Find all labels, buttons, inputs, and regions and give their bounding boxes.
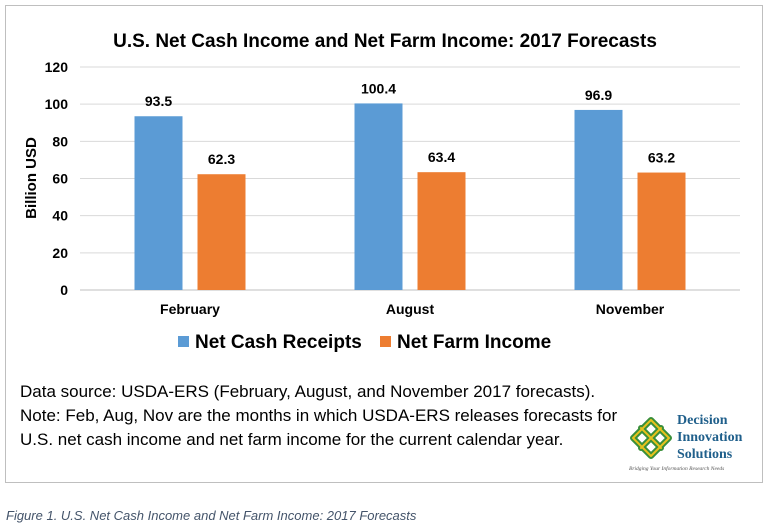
- y-tick-label: 0: [60, 282, 68, 298]
- logo-knot-icon: [630, 417, 672, 459]
- y-tick-label: 20: [52, 245, 68, 261]
- data-label: 63.2: [648, 150, 675, 166]
- logo-wordmark: Decision Innovation Solutions: [677, 412, 742, 463]
- x-axis-ticks: February August November: [160, 301, 665, 317]
- bar-chart: U.S. Net Cash Income and Net Farm Income…: [23, 31, 740, 353]
- data-labels: 93.5 62.3 100.4 63.4 96.9 63.2: [145, 80, 675, 167]
- bar: [197, 174, 246, 290]
- y-tick-label: 60: [52, 171, 68, 187]
- legend-label: Net Cash Receipts: [195, 332, 362, 353]
- y-axis-label: Billion USD: [23, 137, 40, 219]
- note-line-3: U.S. net cash income and net farm income…: [20, 430, 564, 449]
- x-tick-label: November: [596, 301, 665, 317]
- bar: [417, 172, 466, 290]
- y-tick-label: 80: [52, 133, 68, 149]
- legend-label: Net Farm Income: [397, 332, 551, 353]
- company-logo: Decision Innovation Solutions Bridging Y…: [625, 410, 763, 480]
- bar: [637, 172, 686, 290]
- figure-caption: Figure 1. U.S. Net Cash Income and Net F…: [6, 508, 417, 523]
- data-label: 93.5: [145, 93, 172, 109]
- bar: [134, 116, 183, 290]
- data-label: 62.3: [208, 151, 235, 167]
- data-label: 96.9: [585, 87, 612, 103]
- y-tick-label: 40: [52, 208, 68, 224]
- note-line-2: Note: Feb, Aug, Nov are the months in wh…: [20, 406, 618, 425]
- y-tick-label: 120: [45, 59, 69, 75]
- data-label: 100.4: [361, 80, 396, 96]
- x-tick-label: February: [160, 301, 220, 317]
- bar: [354, 103, 403, 290]
- logo-line-1: Decision: [677, 413, 728, 428]
- legend: Net Cash Receipts Net Farm Income: [178, 332, 551, 353]
- y-axis-ticks: 0 20 40 60 80 100 120: [45, 59, 69, 298]
- bar: [574, 109, 623, 291]
- chart-title: U.S. Net Cash Income and Net Farm Income…: [113, 31, 657, 52]
- y-tick-label: 100: [45, 96, 69, 112]
- logo-line-2: Innovation: [677, 430, 743, 445]
- logo-tagline: Bridging Your Information Research Needs: [629, 466, 725, 472]
- logo-line-3: Solutions: [677, 447, 733, 462]
- note-line-1: Data source: USDA-ERS (February, August,…: [20, 382, 596, 401]
- data-label: 63.4: [428, 149, 455, 165]
- bars: [134, 103, 686, 291]
- x-tick-label: August: [386, 301, 435, 317]
- legend-swatch: [380, 336, 391, 347]
- gridlines: [80, 66, 740, 291]
- data-source-note: Data source: USDA-ERS (February, August,…: [20, 380, 630, 452]
- legend-swatch: [178, 336, 189, 347]
